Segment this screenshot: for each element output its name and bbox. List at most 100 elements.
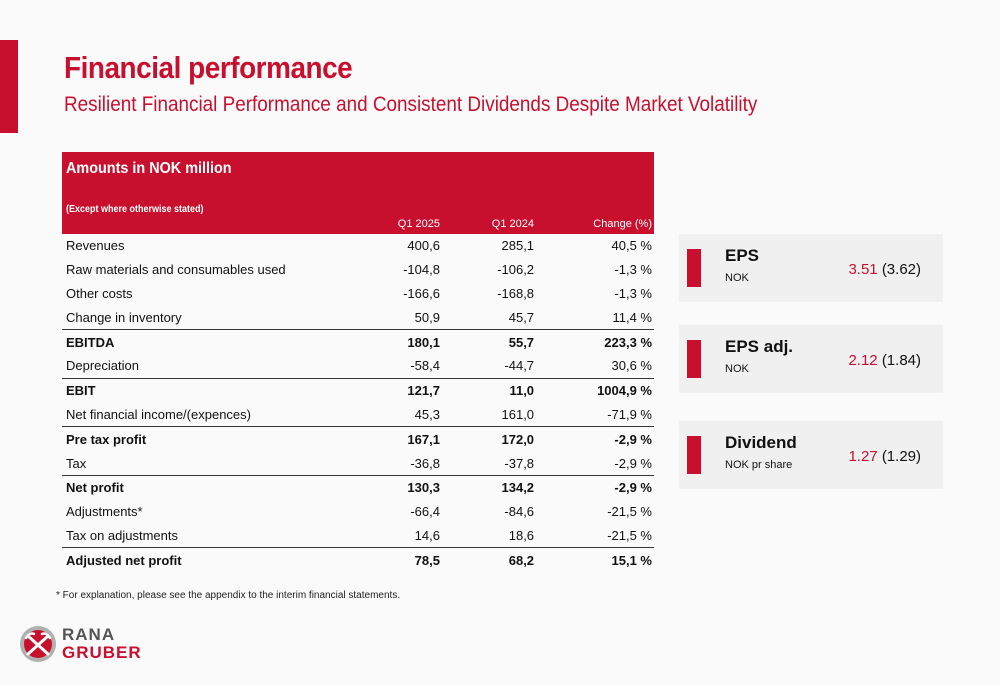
value-change: -2,9 %	[536, 451, 654, 476]
value-q1-2024: 172,0	[501, 431, 535, 447]
value-change: -21,5 %	[536, 523, 654, 549]
kpi-previous-value: (1.29)	[881, 448, 921, 465]
value-q1-2024: -84,6	[504, 504, 535, 520]
row-label: Net financial income/(expences)	[62, 402, 364, 428]
value-change: 15,1 %	[611, 552, 652, 568]
value-q1-2025: 130,3	[407, 480, 440, 496]
table-body: Revenues 400,6 285,1 40,5 % Raw material…	[62, 234, 654, 572]
table-row: EBIT 121,7 11,0 1004,9 %	[62, 378, 654, 402]
row-label: Other costs	[66, 285, 133, 301]
kpi-current-value: 1.27	[848, 448, 878, 465]
value-q1-2025: -36,8	[363, 451, 442, 476]
value-q1-2025: -166,6	[403, 285, 440, 301]
kpi-card-eps-adj: EPS adj. NOK 2.12 (1.84)	[679, 325, 943, 393]
value-q1-2024: 134,2	[501, 480, 535, 496]
column-header-q1-2025: Q1 2025	[397, 218, 440, 230]
value-change: -1,3 %	[614, 262, 652, 278]
kpi-unit: NOK	[725, 272, 749, 284]
value-change: -1,3 %	[614, 285, 652, 301]
kpi-current-value: 2.12	[848, 352, 878, 369]
value-q1-2025: -66,4	[410, 504, 440, 520]
table-row: Tax on adjustments 14,6 18,6 -21,5 %	[62, 523, 654, 549]
value-q1-2025: -58,4	[363, 353, 442, 379]
row-label: Adjustments*	[66, 504, 143, 520]
kpi-unit: NOK	[725, 363, 749, 375]
value-change: 1004,9 %	[597, 383, 652, 399]
row-label: Tax	[62, 451, 364, 476]
value-change: -2,9 %	[614, 480, 652, 496]
row-label: EBIT	[66, 383, 96, 399]
value-q1-2024: -44,7	[441, 353, 537, 379]
table-row: EBITDA 180,1 55,7 223,3 %	[62, 330, 654, 354]
kpi-previous-value: (1.84)	[881, 352, 921, 369]
value-change: 223,3 %	[604, 334, 652, 350]
value-change: -71,9 %	[536, 402, 654, 428]
value-change: -21,5 %	[607, 504, 652, 520]
value-q1-2025: 121,7	[407, 383, 440, 399]
row-label: Raw materials and consumables used	[66, 262, 286, 278]
value-q1-2025: 400,6	[407, 238, 440, 254]
page-subtitle: Resilient Financial Performance and Cons…	[64, 93, 758, 116]
kpi-card-eps: EPS NOK 3.51 (3.62)	[679, 234, 943, 302]
value-change: -2,9 %	[614, 431, 652, 447]
row-label: EBITDA	[66, 334, 115, 350]
row-label: Adjusted net profit	[66, 552, 182, 568]
table-row: Pre tax profit 167,1 172,0 -2,9 %	[62, 427, 654, 451]
kpi-name: EPS adj.	[725, 337, 794, 356]
value-q1-2024: 285,1	[501, 238, 535, 254]
value-q1-2024: 45,7	[441, 305, 537, 331]
table-row: Adjustments* -66,4 -84,6 -21,5 %	[62, 500, 654, 524]
logo-wordmark: RANA GRUBER	[62, 626, 142, 662]
kpi-unit: NOK pr share	[725, 459, 793, 471]
company-logo: RANA GRUBER	[18, 622, 148, 672]
table-row: Depreciation -58,4 -44,7 30,6 %	[62, 353, 654, 379]
table-heading: Amounts in NOK million	[66, 160, 232, 177]
value-q1-2024: 161,0	[441, 402, 537, 428]
value-q1-2024: -37,8	[441, 451, 537, 476]
value-q1-2025: -104,8	[403, 262, 440, 278]
kpi-card-dividend: Dividend NOK pr share 1.27 (1.29)	[679, 421, 943, 489]
kpi-accent-bar	[687, 249, 701, 287]
value-q1-2024: 11,0	[509, 383, 535, 399]
row-label: Change in inventory	[62, 305, 364, 331]
value-q1-2025: 50,9	[363, 305, 442, 331]
row-label: Net profit	[66, 480, 124, 496]
row-label: Pre tax profit	[66, 431, 147, 447]
column-header-change: Change (%)	[593, 218, 652, 230]
kpi-name: Dividend	[725, 433, 797, 452]
row-label: Revenues	[66, 238, 125, 254]
table-row: Raw materials and consumables used -104,…	[62, 258, 654, 282]
financial-table: Amounts in NOK million (Except where oth…	[62, 152, 654, 572]
value-change: 11,4 %	[536, 305, 654, 331]
kpi-name: EPS	[725, 246, 760, 265]
kpi-accent-bar	[687, 340, 701, 378]
logo-emblem-icon	[20, 626, 56, 662]
logo-line-1: RANA	[62, 625, 116, 644]
kpi-current-value: 3.51	[848, 261, 878, 278]
table-row: Adjusted net profit 78,5 68,2 15,1 %	[62, 548, 654, 572]
value-q1-2024: 18,6	[441, 523, 537, 549]
kpi-value: 2.12 (1.84)	[848, 352, 921, 369]
table-row: Net financial income/(expences) 45,3 161…	[62, 402, 654, 428]
value-change: 30,6 %	[536, 353, 654, 379]
value-q1-2025: 180,1	[407, 334, 440, 350]
value-q1-2025: 45,3	[363, 402, 442, 428]
table-row: Tax -36,8 -37,8 -2,9 %	[62, 451, 654, 476]
kpi-value: 3.51 (3.62)	[848, 261, 921, 278]
logo-line-2: GRUBER	[62, 643, 142, 662]
table-row: Net profit 130,3 134,2 -2,9 %	[62, 475, 654, 499]
table-row: Change in inventory 50,9 45,7 11,4 %	[62, 305, 654, 331]
value-q1-2024: -106,2	[497, 262, 535, 278]
footnote: * For explanation, please see the append…	[56, 590, 401, 601]
value-q1-2024: -168,8	[497, 285, 535, 301]
value-q1-2025: 78,5	[414, 552, 440, 568]
value-q1-2025: 14,6	[363, 523, 442, 549]
row-label: Depreciation	[62, 353, 364, 379]
page-title: Financial performance	[64, 50, 353, 85]
table-row: Other costs -166,6 -168,8 -1,3 %	[62, 282, 654, 306]
table-subheading: (Except where otherwise stated)	[66, 204, 204, 215]
kpi-value: 1.27 (1.29)	[848, 448, 921, 465]
value-q1-2024: 55,7	[508, 334, 535, 350]
value-q1-2025: 167,1	[407, 431, 440, 447]
kpi-previous-value: (3.62)	[881, 261, 921, 278]
